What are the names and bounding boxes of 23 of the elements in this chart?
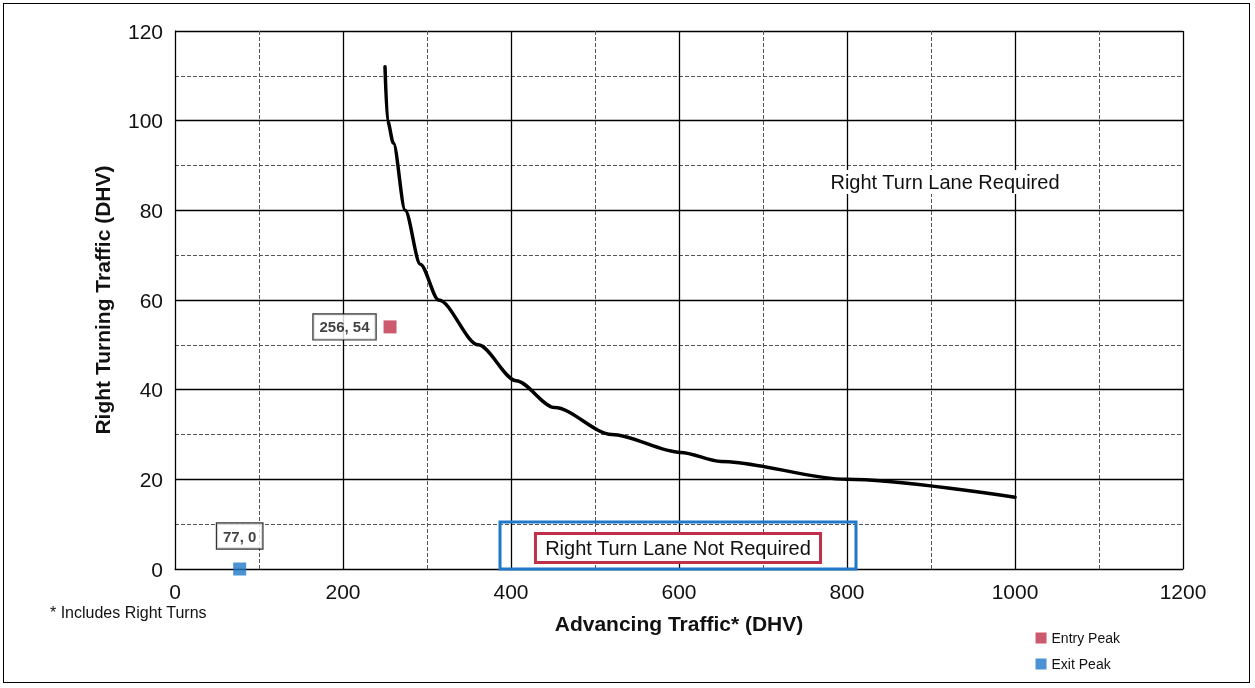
data-label: 77, 0	[222, 527, 257, 545]
legend-label: Exit Peak	[1051, 656, 1112, 672]
annotation: Right Turn Lane Not Required	[545, 537, 811, 559]
y-tick-label: 60	[139, 288, 163, 312]
annotation: Right Turn Lane Required	[830, 171, 1060, 193]
data-label: 256, 54	[319, 318, 371, 336]
x-tick-label: 1000	[991, 580, 1039, 603]
y-tick-label: 20	[139, 467, 163, 491]
x-tick-label: 600	[661, 580, 697, 603]
y-tick-label: 40	[139, 378, 163, 402]
y-tick-label: 120	[127, 19, 163, 43]
x-tick-label: 1200	[1159, 580, 1207, 603]
x-tick-label: 0	[169, 580, 181, 603]
x-tick-label: 200	[325, 580, 361, 603]
y-tick-label: 80	[139, 198, 163, 222]
x-tick-label: 800	[829, 580, 865, 603]
y-tick-label: 0	[151, 557, 163, 581]
text: * Includes Right Turns	[50, 603, 207, 621]
x-tick-label: 400	[493, 580, 529, 603]
x-axis-title: Advancing Traffic* (DHV)	[554, 612, 804, 635]
y-axis-title: Right Turning Traffic (DHV)	[91, 165, 114, 435]
legend-label: Entry Peak	[1051, 630, 1121, 646]
y-tick-label: 100	[127, 109, 163, 133]
